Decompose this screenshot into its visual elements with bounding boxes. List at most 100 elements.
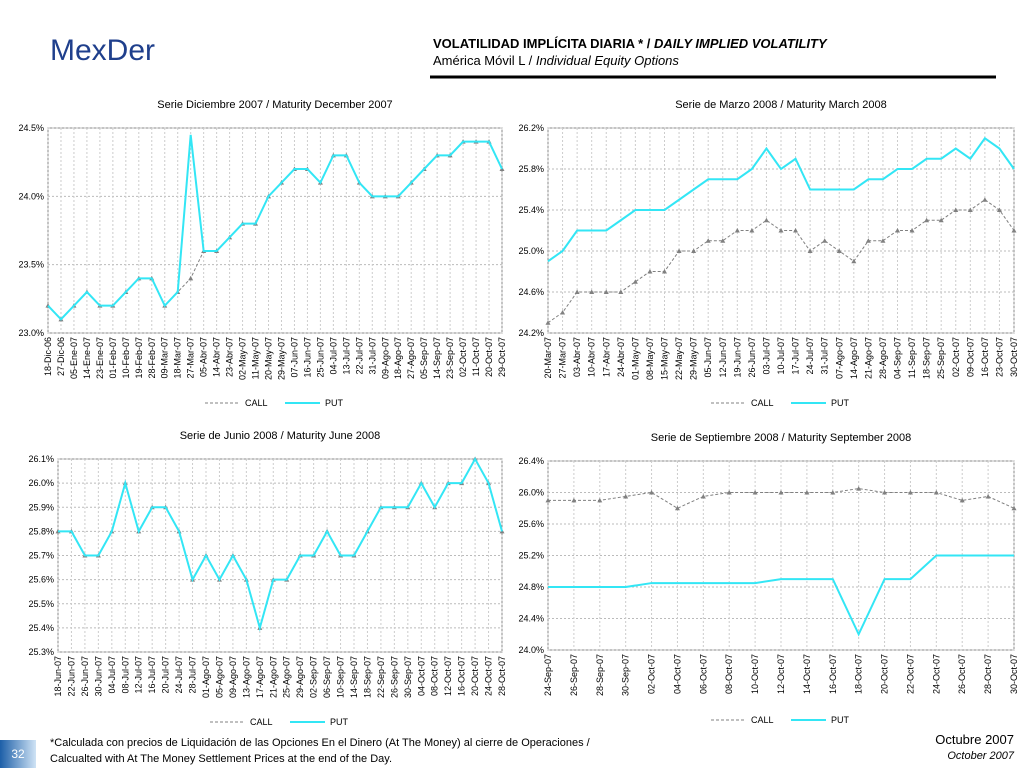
x-tick-label: 10-Oct-07 xyxy=(750,654,760,694)
x-tick-label: 12-Oct-07 xyxy=(443,656,453,696)
marker xyxy=(807,248,813,253)
x-tick-label: 05-Jun-07 xyxy=(703,337,713,378)
x-tick-label: 28-Ago-07 xyxy=(878,337,888,379)
x-tick-label: 26-Sep-07 xyxy=(569,654,579,696)
marker xyxy=(830,490,836,495)
series-line xyxy=(548,554,1014,637)
y-tick-label: 26.4% xyxy=(518,456,544,466)
x-tick-label: 26-Jun-07 xyxy=(747,337,757,378)
x-tick-label: 12-Jul-07 xyxy=(134,656,144,694)
x-tick-label: 14-Sep-07 xyxy=(432,337,442,379)
legend-label: PUT xyxy=(831,715,850,725)
x-tick-label: 14-Ene-07 xyxy=(82,337,92,379)
x-tick-label: 18-Dic-06 xyxy=(43,337,53,376)
x-tick-label: 25-Sep-07 xyxy=(936,337,946,379)
footnote: Calcualted with At The Money Settlement … xyxy=(50,753,392,765)
plot-area xyxy=(547,127,1015,334)
marker xyxy=(907,490,913,495)
date: Octubre 2007 xyxy=(935,732,1014,747)
x-tick-label: 27-Ago-07 xyxy=(406,337,416,379)
x-tick-label: 24-Oct-07 xyxy=(931,654,941,694)
plot-area xyxy=(47,127,503,334)
x-tick-label: 24-Oct-07 xyxy=(484,656,494,696)
x-tick-label: 28-Oct-07 xyxy=(983,654,993,694)
x-tick-label: 02-Oct-07 xyxy=(647,654,657,694)
y-tick-label: 24.4% xyxy=(518,614,544,624)
marker xyxy=(589,289,595,294)
page-number: 32 xyxy=(11,747,25,761)
x-tick-label: 20-Oct-07 xyxy=(470,656,480,696)
x-tick-label: 17-Abr-07 xyxy=(601,337,611,377)
x-tick-label: 10-Feb-07 xyxy=(121,337,131,379)
y-tick-label: 25.0% xyxy=(518,246,544,256)
y-tick-label: 25.7% xyxy=(28,551,54,561)
marker xyxy=(953,207,959,212)
marker xyxy=(597,497,603,503)
y-tick-label: 24.0% xyxy=(518,645,544,655)
x-tick-label: 14-Ago-07 xyxy=(849,337,859,379)
x-tick-label: 23-Ene-07 xyxy=(95,337,105,379)
header-title: VOLATILIDAD IMPLÍCITA DIARIA * / DAILY I… xyxy=(433,36,828,51)
y-tick-label: 25.3% xyxy=(28,647,54,657)
x-tick-label: 12-Jun-07 xyxy=(718,337,728,378)
header-subtitle: América Móvil L / Individual Equity Opti… xyxy=(433,53,679,68)
marker xyxy=(623,493,629,499)
y-tick-label: 24.8% xyxy=(518,582,544,592)
x-tick-label: 04-Oct-07 xyxy=(416,656,426,696)
marker xyxy=(856,486,862,491)
y-tick-label: 25.9% xyxy=(28,502,54,512)
legend-label: PUT xyxy=(831,398,850,408)
marker xyxy=(822,238,828,243)
x-tick-label: 29-Oct-07 xyxy=(497,337,507,377)
x-tick-label: 01-Ago-07 xyxy=(201,656,211,698)
x-tick-label: 11-Oct-07 xyxy=(471,337,481,376)
x-tick-label: 29-May-07 xyxy=(276,337,286,380)
y-tick-label: 24.0% xyxy=(18,191,44,201)
x-tick-label: 28-Feb-07 xyxy=(147,337,157,379)
x-tick-label: 30-Oct-07 xyxy=(1009,337,1019,377)
legend-label: CALL xyxy=(250,717,273,727)
x-tick-label: 02-Sep-07 xyxy=(309,656,319,698)
x-tick-label: 31-Jul-07 xyxy=(367,337,377,375)
date-en: October 2007 xyxy=(947,750,1015,762)
title-en: DAILY IMPLIED VOLATILITY xyxy=(654,36,828,51)
y-tick-label: 26.0% xyxy=(28,478,54,488)
series-line xyxy=(547,136,1015,263)
marker xyxy=(676,248,682,253)
x-tick-label: 22-Sep-07 xyxy=(376,656,386,698)
x-tick-label: 21-Ago-07 xyxy=(863,337,873,379)
x-tick-label: 30-Sep-07 xyxy=(621,654,631,696)
y-tick-label: 25.4% xyxy=(28,623,54,633)
x-tick-label: 06-Sep-07 xyxy=(322,656,332,698)
marker xyxy=(793,228,799,233)
marker xyxy=(603,289,609,294)
y-tick-label: 26.2% xyxy=(518,123,544,133)
marker xyxy=(959,497,965,503)
series-line xyxy=(58,456,503,632)
x-tick-label: 05-Sep-07 xyxy=(419,337,429,379)
x-tick-label: 27-Mar-07 xyxy=(558,337,568,379)
x-tick-label: 15-May-07 xyxy=(660,337,670,380)
x-tick-label: 03-Jul-07 xyxy=(761,337,771,375)
marker xyxy=(880,238,886,243)
x-tick-label: 03-Abr-07 xyxy=(572,337,582,377)
x-tick-label: 27-Dic-06 xyxy=(56,337,66,376)
marker xyxy=(691,248,697,253)
x-tick-label: 10-Abr-07 xyxy=(587,337,597,377)
x-tick-label: 08-Oct-07 xyxy=(430,656,440,696)
x-tick-label: 02-May-07 xyxy=(238,337,248,380)
x-tick-label: 09-Ago-07 xyxy=(380,337,390,379)
x-tick-label: 18-Jun-07 xyxy=(53,656,63,697)
marker xyxy=(749,228,755,233)
marker xyxy=(982,197,988,202)
marker xyxy=(895,228,900,233)
x-tick-label: 04-Oct-07 xyxy=(672,654,682,694)
x-tick-label: 01-Feb-07 xyxy=(108,337,118,379)
x-tick-label: 14-Oct-07 xyxy=(802,654,812,694)
marker xyxy=(560,310,566,315)
x-tick-label: 06-Oct-07 xyxy=(698,654,708,694)
x-tick-label: 08-Oct-07 xyxy=(724,654,734,694)
x-tick-label: 01-May-07 xyxy=(630,337,640,380)
title-es: VOLATILIDAD IMPLÍCITA DIARIA * / xyxy=(433,36,654,51)
